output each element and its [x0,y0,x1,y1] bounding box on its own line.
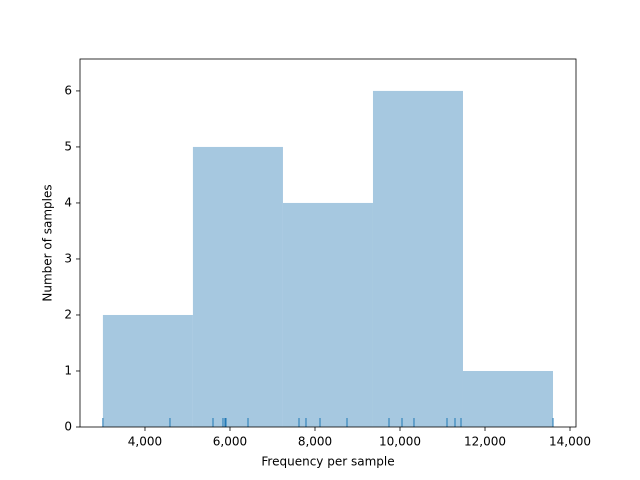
x-tick-label: 4,000 [128,435,162,449]
bar [462,370,554,427]
x-tick-label: 6,000 [213,435,247,449]
y-tick-label: 1 [64,363,72,377]
x-tick-label: 12,000 [464,435,506,449]
y-tick-label: 4 [64,195,72,209]
x-tick-label: 10,000 [379,435,421,449]
y-tick-label: 0 [64,420,72,434]
y-tick-label: 3 [64,251,72,265]
x-axis-label: Frequency per sample [261,455,394,469]
y-tick-label: 6 [64,83,72,97]
y-tick-label: 5 [64,139,72,153]
bar [192,146,283,427]
y-tick-label: 2 [64,307,72,321]
x-tick-label: 8,000 [298,435,332,449]
bar [102,314,193,427]
bar [282,202,373,427]
y-axis-label: Number of samples [41,184,55,301]
bar [372,90,463,427]
x-tick-label: 14,000 [549,435,591,449]
plot-frame [79,58,577,428]
